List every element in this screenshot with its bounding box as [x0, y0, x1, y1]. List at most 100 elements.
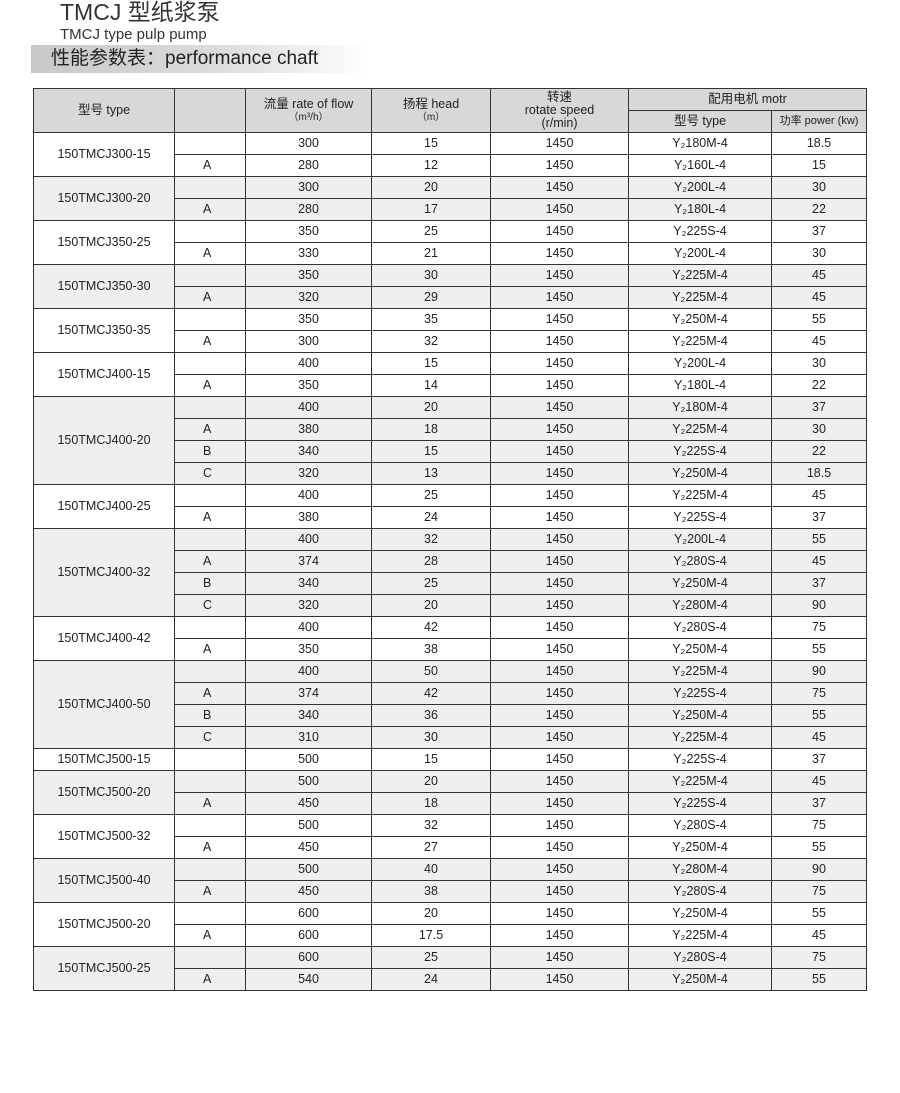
cell-variant	[174, 484, 246, 507]
cell-flow: 350	[245, 638, 372, 661]
cell-head: 15	[371, 748, 491, 771]
cell-motor-type: Y₂280S-4	[628, 946, 772, 969]
cell-head: 15	[371, 352, 491, 375]
cell-speed: 1450	[490, 770, 629, 793]
cell-model: 150TMCJ500-32	[33, 814, 175, 859]
cell-flow: 450	[245, 880, 372, 903]
cell-flow: 380	[245, 418, 372, 441]
cell-power: 45	[770, 330, 868, 353]
cell-flow: 374	[245, 550, 372, 573]
cell-variant	[174, 220, 246, 243]
cell-flow: 600	[245, 902, 372, 925]
cell-power: 55	[770, 968, 868, 991]
cell-power: 30	[770, 418, 868, 441]
cell-variant: A	[174, 550, 246, 573]
cell-flow: 400	[245, 528, 372, 551]
cell-power: 18.5	[770, 462, 868, 485]
cell-motor-type: Y₂250M-4	[628, 836, 772, 859]
cell-speed: 1450	[490, 946, 629, 969]
cell-speed: 1450	[490, 704, 629, 727]
header-variant	[174, 88, 246, 133]
cell-speed: 1450	[490, 924, 629, 947]
cell-motor-type: Y₂225M-4	[628, 330, 772, 353]
cell-power: 22	[770, 198, 868, 221]
cell-head: 30	[371, 264, 491, 287]
cell-motor-type: Y₂225M-4	[628, 726, 772, 749]
cell-flow: 320	[245, 286, 372, 309]
cell-speed: 1450	[490, 176, 629, 199]
table-row: 150TMCJ300-20 300 20 1450 Y₂200L-4 30	[33, 176, 868, 221]
cell-power: 55	[770, 836, 868, 859]
cell-flow: 500	[245, 858, 372, 881]
cell-model: 150TMCJ500-40	[33, 858, 175, 903]
cell-variant	[174, 748, 246, 771]
cell-speed: 1450	[490, 748, 629, 771]
table-row: A 600 17.5 1450 Y₂225M-4 45	[34, 924, 868, 947]
cell-model: 150TMCJ500-20	[33, 902, 175, 947]
cell-motor-type: Y₂250M-4	[628, 462, 772, 485]
cell-head: 20	[371, 176, 491, 199]
title-cn: TMCJ 型纸浆泵	[60, 0, 220, 25]
table-row: A 330 21 1450 Y₂200L-4 30	[34, 242, 868, 265]
table-row: 150TMCJ500-15 500 15 1450 Y₂225S-4 37	[33, 748, 868, 771]
cell-flow: 350	[245, 220, 372, 243]
cell-motor-type: Y₂225M-4	[628, 660, 772, 683]
cell-variant: B	[174, 572, 246, 595]
cell-speed: 1450	[490, 462, 629, 485]
cell-motor-type: Y₂250M-4	[628, 968, 772, 991]
cell-flow: 380	[245, 506, 372, 529]
cell-flow: 500	[245, 770, 372, 793]
cell-head: 24	[371, 968, 491, 991]
cell-motor-type: Y₂280S-4	[628, 880, 772, 903]
cell-speed: 1450	[490, 814, 629, 837]
header-head-label: 扬程 head	[402, 96, 460, 111]
cell-motor-type: Y₂250M-4	[628, 572, 772, 595]
cell-speed: 1450	[490, 682, 629, 705]
cell-head: 25	[371, 220, 491, 243]
cell-variant	[174, 132, 246, 155]
cell-power: 55	[770, 638, 868, 661]
cell-motor-type: Y₂250M-4	[628, 902, 772, 925]
cell-speed: 1450	[490, 792, 629, 815]
header-flow: 流量 rate of flow （m³/h）	[245, 88, 372, 133]
cell-model: 150TMCJ400-25	[33, 484, 175, 529]
cell-power: 45	[770, 550, 868, 573]
cell-model: 150TMCJ400-32	[33, 528, 175, 617]
cell-speed: 1450	[490, 836, 629, 859]
cell-motor-type: Y₂200L-4	[628, 528, 772, 551]
cell-power: 45	[770, 924, 868, 947]
header-speed: 转速 rotate speed (r/min)	[490, 88, 629, 133]
header-speed-unit: (r/min)	[541, 116, 578, 130]
cell-power: 45	[770, 484, 868, 507]
cell-power: 55	[770, 704, 868, 727]
cell-flow: 310	[245, 726, 372, 749]
cell-speed: 1450	[490, 418, 629, 441]
cell-power: 22	[770, 374, 868, 397]
cell-power: 15	[770, 154, 868, 177]
cell-motor-type: Y₂250M-4	[628, 704, 772, 727]
cell-speed: 1450	[490, 594, 629, 617]
cell-variant	[174, 858, 246, 881]
table-row: A 450 27 1450 Y₂250M-4 55	[34, 836, 868, 859]
cell-power: 45	[770, 286, 868, 309]
cell-speed: 1450	[490, 660, 629, 683]
cell-flow: 400	[245, 352, 372, 375]
header-speed-cn: 转速	[546, 90, 572, 104]
table-row: 150TMCJ400-32 400 32 1450 Y₂200L-4 55	[33, 528, 868, 617]
cell-motor-type: Y₂225M-4	[628, 286, 772, 309]
cell-variant: C	[174, 726, 246, 749]
cell-speed: 1450	[490, 572, 629, 595]
cell-motor-type: Y₂200L-4	[628, 352, 772, 375]
cell-variant: A	[174, 968, 246, 991]
table-row: 150TMCJ350-25 350 25 1450 Y₂225S-4 37	[33, 220, 868, 265]
cell-flow: 400	[245, 396, 372, 419]
table-row: A 380 24 1450 Y₂225S-4 37	[34, 506, 868, 529]
cell-variant: A	[174, 198, 246, 221]
cell-motor-type: Y₂280S-4	[628, 550, 772, 573]
cell-flow: 300	[245, 330, 372, 353]
cell-variant: A	[174, 924, 246, 947]
cell-speed: 1450	[490, 880, 629, 903]
cell-head: 32	[371, 814, 491, 837]
cell-motor-type: Y₂280S-4	[628, 814, 772, 837]
cell-motor-type: Y₂250M-4	[628, 638, 772, 661]
